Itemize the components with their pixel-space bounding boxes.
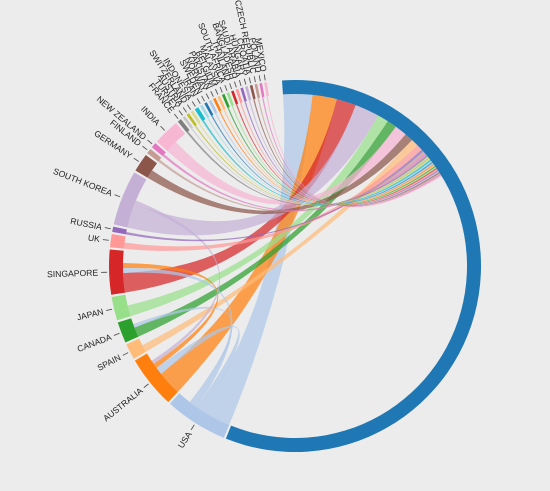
tick-bangladesh [234,81,237,88]
arc-uk [109,234,126,249]
tick-sweden [201,95,205,102]
tick-indonesia [191,101,196,107]
label-usa: USA [176,429,194,450]
tick-japan [106,308,113,312]
tick-usa [190,424,195,431]
tick-switzerland [186,104,192,110]
tick-mexico [263,74,266,81]
label-russia: RUSSIA [70,216,104,232]
tick-new-zealand [147,139,153,145]
ribbon-iran-to-china [207,117,432,205]
arc-belgium [217,95,226,110]
arc-thailand [231,90,239,105]
tick-south-africa [224,84,228,91]
tick-australia [143,383,149,388]
tick-finland [142,145,148,151]
tick-czech-republic [253,76,256,83]
chord-group-arcs [109,80,482,453]
ribbon-india-to-china [167,126,406,205]
arc-france [177,119,190,133]
arc-singapore [109,249,126,295]
arc-japan [111,294,131,321]
arc-canada [117,318,139,343]
label-spain: SPAIN [96,352,123,372]
tick-turkey [178,110,183,116]
tick-germany [133,157,139,162]
tick-croatia [248,77,252,84]
tick-hungary [243,78,247,85]
arc-south-korea [113,172,147,228]
arc-croatia [249,84,256,100]
arc-hungary [245,86,252,101]
arc-australia [134,353,178,403]
tick-uk [102,239,109,241]
label-india: INDIA [139,104,162,128]
label-singapore: SINGAPORE [47,268,99,280]
tick-spain [122,352,129,356]
arc-switzerland [190,110,201,124]
tick-poland [258,75,261,82]
arc-pakistan [213,97,222,112]
ribbon-usa-to-china [202,93,313,425]
ribbon-south-korea-to-australia [134,200,221,364]
label-australia: AUSTRALIA [101,385,145,423]
tick-malaysia [219,86,223,93]
arc-turkey [182,116,194,129]
label-japan: JAPAN [76,306,105,322]
label-uk: UK [87,233,100,245]
ribbon-indonesia-to-china [202,120,432,206]
chord-ribbons [123,93,442,425]
label-south-korea: SOUTH KOREA [52,166,114,198]
arc-bangladesh [235,88,243,103]
tick-france [174,113,179,120]
tick-iran [196,98,201,104]
arc-russia [112,226,127,235]
arc-spain [126,338,146,359]
arc-new-zealand [151,143,166,157]
ribbon-south-korea-to-china [127,105,379,236]
arc-iran [200,104,210,119]
ribbon-usa-to-australia [156,325,240,412]
arc-finland [147,148,162,162]
arc-south-africa [226,92,234,107]
tick-belgium [214,88,219,95]
tick-russia [104,227,111,230]
tick-thailand [229,83,233,90]
arc-norway [208,100,218,114]
tick-south-korea [114,194,121,198]
label-canada: CANADA [76,332,113,354]
ribbon-usa-to-canada [133,306,233,405]
ribbon-australia-to-china [160,94,337,392]
ribbon-singapore-to-china [123,99,356,293]
tick-saudi-arabia [238,80,242,87]
tick-norway [205,93,210,100]
arc-czech-republic [254,83,261,99]
arc-poland [259,82,265,98]
arc-india [156,122,186,151]
arc-sweden [204,102,214,116]
arc-indonesia [194,107,206,122]
tick-india [160,125,166,131]
arc-germany [135,154,158,178]
arc-austria [186,113,197,127]
arc-mexico [264,82,269,97]
arc-malaysia [221,93,230,108]
arc-usa [169,393,230,438]
tick-pakistan [210,91,214,97]
tick-austria [182,107,187,113]
tick-canada [113,332,120,336]
arc-saudi-arabia [240,87,247,102]
ribbon-spain-to-china [142,140,418,352]
